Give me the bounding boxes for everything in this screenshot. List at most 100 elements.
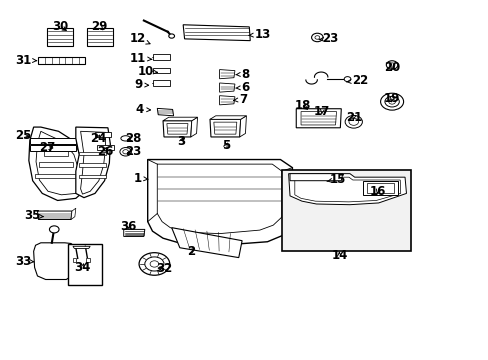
Polygon shape (30, 145, 76, 151)
Text: 26: 26 (97, 145, 114, 158)
Polygon shape (239, 116, 246, 137)
Circle shape (168, 34, 174, 38)
Circle shape (386, 61, 397, 69)
Text: 23: 23 (318, 32, 337, 45)
Text: 3: 3 (177, 135, 185, 148)
Circle shape (380, 93, 403, 110)
Polygon shape (73, 246, 90, 248)
Polygon shape (183, 25, 250, 41)
Text: 15: 15 (326, 173, 346, 186)
Text: 23: 23 (125, 145, 141, 158)
Text: 22: 22 (346, 74, 368, 87)
Polygon shape (79, 175, 105, 178)
Text: 14: 14 (330, 249, 347, 262)
Polygon shape (157, 108, 173, 116)
Polygon shape (123, 229, 144, 237)
Text: 20: 20 (383, 60, 399, 73)
Text: 7: 7 (233, 93, 247, 106)
Polygon shape (166, 123, 187, 134)
Polygon shape (163, 117, 197, 121)
Text: 28: 28 (125, 132, 141, 145)
Text: 6: 6 (235, 81, 249, 94)
Text: 19: 19 (383, 93, 400, 105)
Text: 21: 21 (345, 111, 361, 124)
Bar (366, 183, 393, 193)
Circle shape (150, 261, 159, 267)
Polygon shape (294, 177, 400, 202)
Polygon shape (219, 83, 234, 92)
Polygon shape (95, 132, 111, 137)
Text: 35: 35 (24, 210, 43, 222)
Polygon shape (147, 159, 292, 245)
Text: 17: 17 (313, 105, 329, 118)
Text: 34: 34 (74, 261, 91, 274)
Text: 30: 30 (52, 20, 68, 33)
Circle shape (311, 33, 323, 42)
Polygon shape (30, 138, 76, 144)
Circle shape (388, 99, 395, 104)
Polygon shape (213, 122, 236, 134)
Polygon shape (35, 174, 78, 178)
Text: 4: 4 (136, 103, 150, 116)
Bar (39, 57, 85, 64)
Polygon shape (289, 174, 342, 181)
Polygon shape (29, 127, 85, 201)
Polygon shape (153, 80, 170, 86)
Text: 16: 16 (369, 185, 385, 198)
Text: 31: 31 (15, 54, 37, 67)
Polygon shape (97, 145, 114, 150)
Polygon shape (288, 174, 406, 205)
Text: 10: 10 (138, 65, 157, 78)
Circle shape (344, 77, 350, 82)
Bar (68, 244, 102, 285)
Polygon shape (86, 258, 90, 262)
Polygon shape (301, 112, 336, 125)
Polygon shape (73, 258, 76, 262)
Ellipse shape (121, 136, 130, 141)
Circle shape (139, 253, 169, 275)
Polygon shape (171, 228, 242, 258)
Text: 13: 13 (248, 28, 270, 41)
Polygon shape (190, 117, 197, 137)
Text: 29: 29 (91, 20, 108, 33)
Circle shape (314, 36, 319, 39)
Circle shape (384, 96, 399, 107)
Text: 33: 33 (15, 255, 34, 267)
Text: 32: 32 (156, 262, 172, 275)
Polygon shape (209, 119, 240, 137)
Polygon shape (34, 243, 76, 279)
Text: 9: 9 (134, 78, 148, 91)
Polygon shape (219, 69, 234, 79)
Circle shape (49, 226, 59, 233)
Text: 25: 25 (15, 129, 31, 143)
Text: 2: 2 (186, 245, 195, 258)
Text: 27: 27 (39, 141, 55, 154)
Polygon shape (157, 164, 281, 234)
Text: 5: 5 (222, 139, 230, 152)
Circle shape (388, 63, 394, 67)
Polygon shape (79, 163, 105, 167)
Polygon shape (219, 96, 234, 105)
Polygon shape (296, 109, 341, 128)
Polygon shape (153, 54, 170, 60)
Circle shape (120, 148, 131, 156)
Bar (281, 170, 410, 251)
Polygon shape (209, 116, 246, 119)
Circle shape (144, 257, 163, 271)
Text: 12: 12 (130, 32, 150, 45)
Text: 1: 1 (134, 172, 147, 185)
Bar (47, 28, 73, 46)
Circle shape (348, 118, 358, 125)
Text: 18: 18 (294, 99, 310, 112)
Polygon shape (36, 131, 81, 195)
Circle shape (345, 116, 362, 128)
Text: 11: 11 (130, 52, 152, 65)
Polygon shape (38, 211, 72, 220)
Polygon shape (79, 152, 105, 156)
Polygon shape (44, 151, 68, 156)
Polygon shape (81, 131, 105, 194)
Polygon shape (153, 68, 170, 73)
Text: 36: 36 (120, 220, 137, 233)
Text: 24: 24 (90, 132, 106, 145)
Polygon shape (71, 208, 76, 220)
